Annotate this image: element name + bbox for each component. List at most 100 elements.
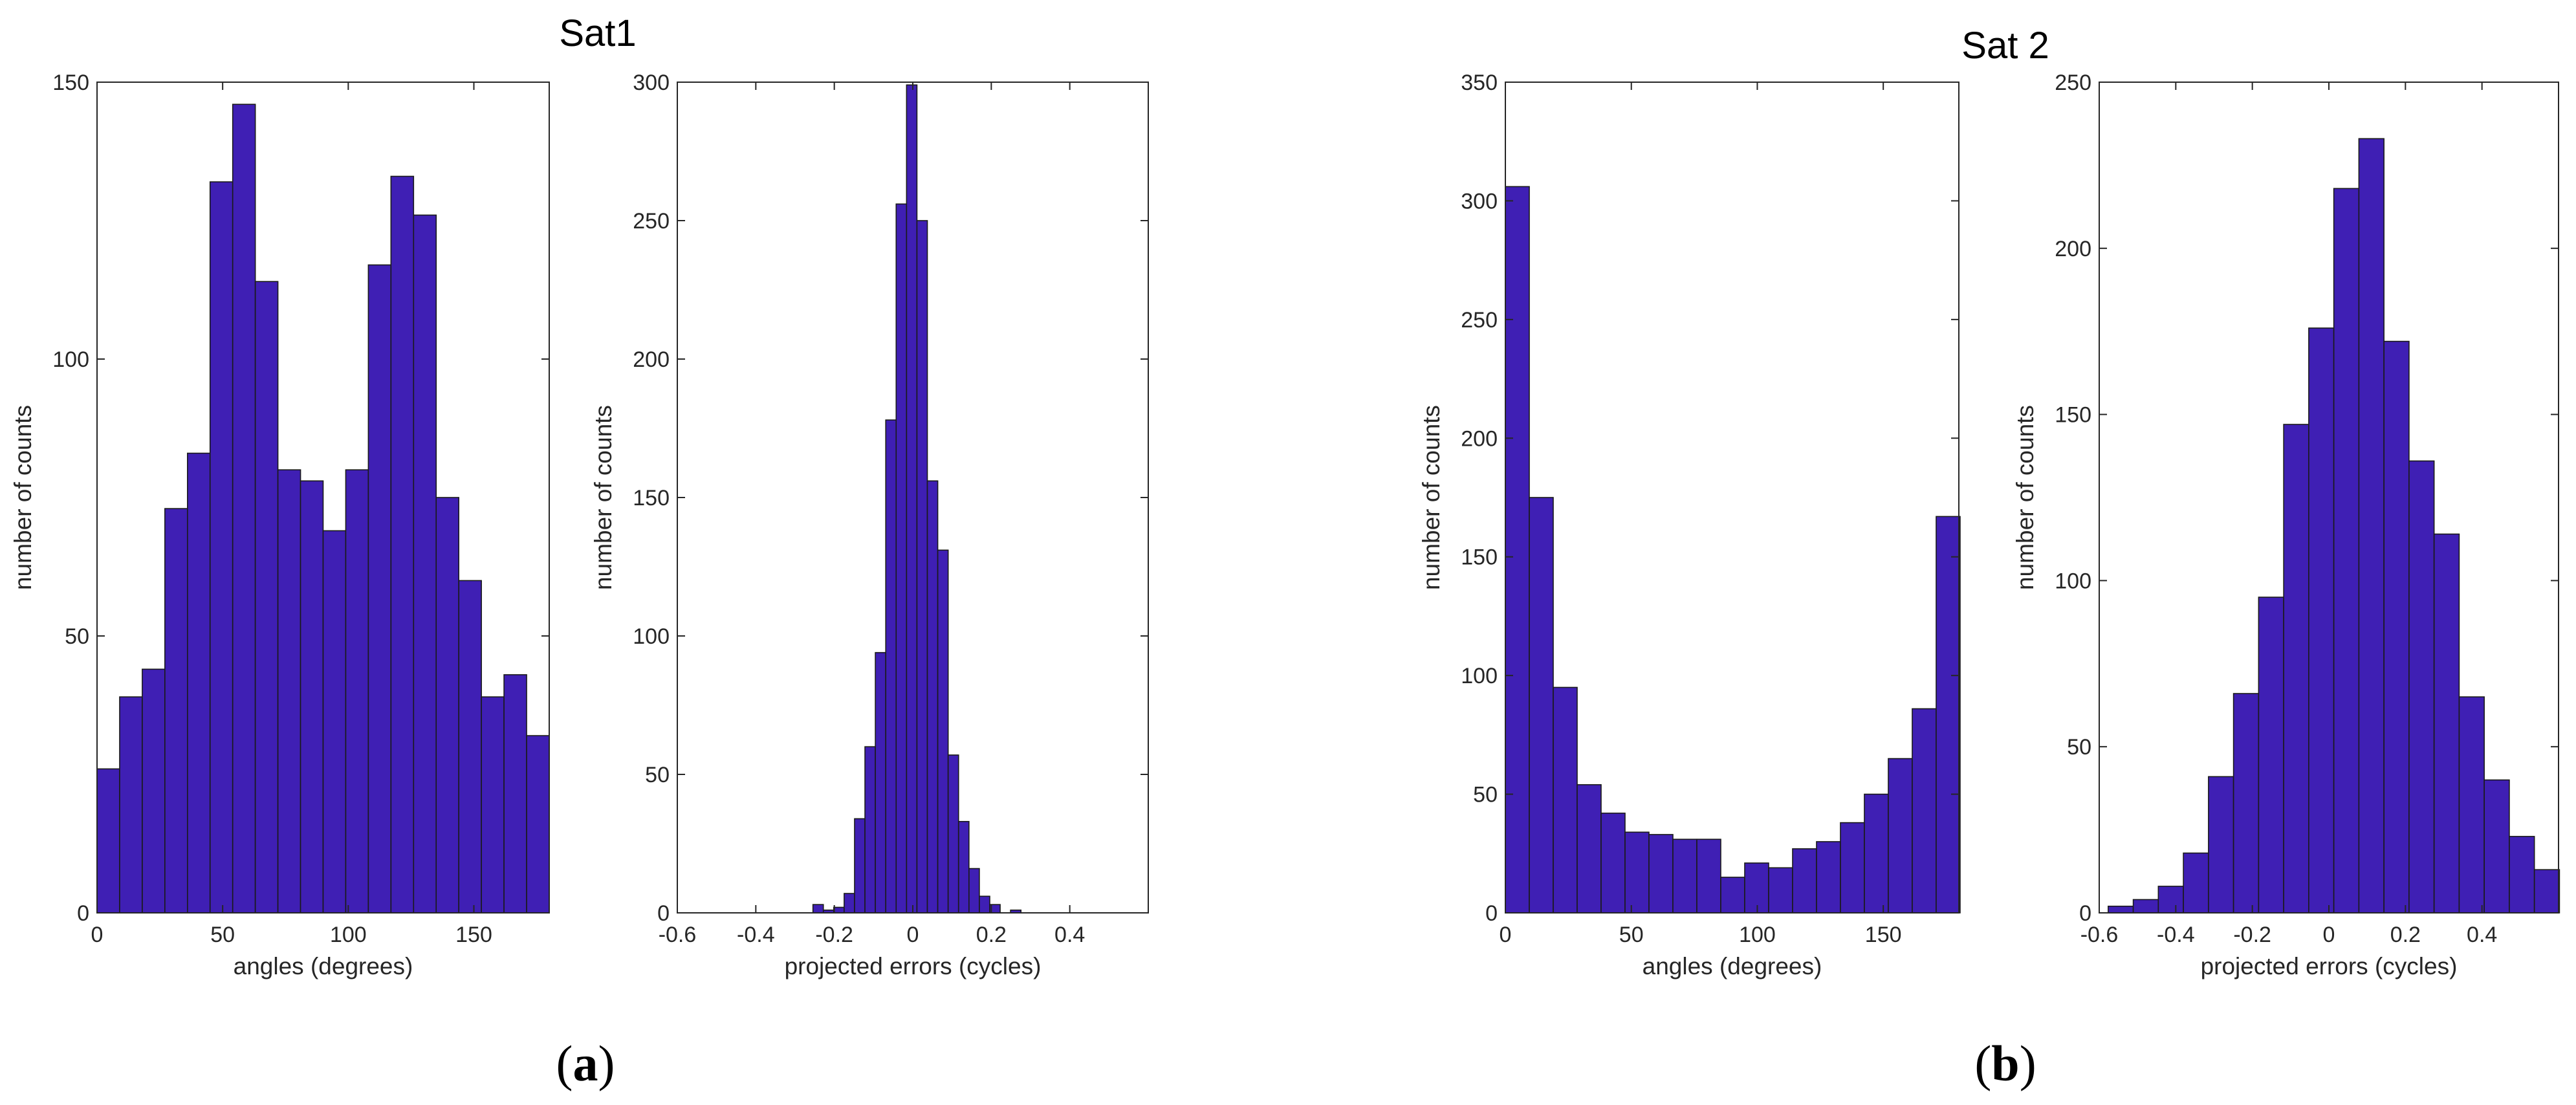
histogram-bar	[2433, 533, 2460, 914]
x-tick-label: -0.2	[2233, 923, 2271, 947]
y-axis-label: number of counts	[10, 405, 36, 590]
histogram-bar	[300, 480, 324, 914]
histogram-bar	[1648, 834, 1674, 914]
y-tick-label: 0	[2079, 901, 2091, 926]
histogram-bar	[1816, 841, 1841, 914]
y-tick-label: 0	[1485, 901, 1498, 926]
x-axis-label: angles (degrees)	[234, 953, 413, 979]
histogram-bar	[1672, 838, 1697, 914]
x-tick-label: 50	[1619, 923, 1644, 947]
x-tick-label: -0.2	[815, 923, 853, 947]
y-tick-label: 300	[1461, 189, 1498, 213]
histogram-bar	[2132, 899, 2159, 914]
y-tick-label: 250	[2055, 71, 2091, 95]
histogram-bar	[119, 696, 143, 914]
histogram-bar	[2358, 138, 2385, 914]
histogram-panels: 0 50 100 150 0 50 100 150 angles (degrees) number…	[10, 71, 2560, 979]
histogram-bar	[1912, 708, 1937, 914]
y-tick-label: 250	[1461, 308, 1498, 333]
histogram-bar	[812, 904, 824, 914]
y-axis-label: number of counts	[2012, 405, 2038, 590]
histogram-bar	[209, 181, 234, 914]
histogram-bar	[864, 746, 876, 914]
x-tick-label: 0.4	[2467, 923, 2497, 947]
y-tick-label: 50	[645, 763, 670, 787]
x-tick-label: 50	[210, 923, 235, 947]
suptitle-sat2: Sat 2	[1961, 25, 2049, 67]
histogram-bar	[979, 895, 990, 914]
histogram-bar	[854, 818, 866, 914]
panel-label-b-letter: b	[1991, 1035, 2019, 1091]
y-tick-label: 0	[657, 901, 670, 926]
y-tick-label: 350	[1461, 71, 1498, 95]
histogram-panel-3: 0 50 100 150 0 50 100 150 200 250 300 350 angles (de…	[1418, 71, 1961, 979]
x-axis-label: angles (degrees)	[1643, 953, 1822, 979]
x-tick-label: 100	[1739, 923, 1776, 947]
x-tick-label: 0.2	[2390, 923, 2421, 947]
y-tick-label: 100	[2055, 569, 2091, 593]
x-tick-label: -0.4	[737, 923, 775, 947]
histogram-bar	[2208, 776, 2234, 914]
histogram-bar	[1553, 686, 1578, 914]
y-tick-label: 200	[633, 347, 670, 372]
histogram-bar	[2157, 886, 2184, 914]
y-tick-label: 200	[1461, 426, 1498, 451]
histogram-bar	[254, 281, 279, 914]
histogram-panel-2: -0.6 -0.4 -0.2 0 0.2 0.4 0 50 100 150 200 250 300 pro…	[590, 71, 1149, 979]
axes-box	[1505, 82, 1959, 914]
panel-label-b-close: )	[2020, 1035, 2036, 1091]
histogram-bar	[2458, 696, 2485, 914]
histogram-bar	[526, 735, 550, 914]
histogram-bar	[875, 651, 887, 914]
histogram-bar	[2258, 596, 2284, 914]
histogram-bar	[2283, 424, 2309, 914]
y-tick-label: 150	[1461, 545, 1498, 570]
x-axis-label: projected errors (cycles)	[785, 953, 1042, 979]
x-tick-label: 0	[1500, 923, 1512, 947]
histogram-bar	[2308, 327, 2335, 914]
histogram-panel-4: -0.6 -0.4 -0.2 0 0.2 0.4 0 50 100 150 200 250 projec…	[2012, 71, 2560, 979]
x-tick-label: 0.4	[1054, 923, 1085, 947]
histogram-bar	[957, 820, 970, 914]
y-tick-label: 0	[77, 901, 89, 926]
histogram-bar	[906, 84, 918, 914]
panel-label-a-letter: a	[573, 1035, 598, 1091]
histogram-bar	[2333, 188, 2360, 914]
y-tick-label: 50	[65, 624, 89, 649]
histogram-bar	[895, 203, 908, 914]
histogram-bar	[367, 264, 392, 914]
histogram-bar	[186, 452, 211, 914]
y-tick-label: 100	[633, 624, 670, 649]
histogram-bar	[322, 530, 347, 914]
x-tick-label: 150	[1865, 923, 1902, 947]
histogram-bar	[413, 214, 437, 914]
histogram-bar	[96, 768, 120, 914]
histogram-bar	[2108, 905, 2134, 914]
histogram-bar	[164, 508, 188, 914]
y-tick-label: 50	[1473, 783, 1498, 807]
histogram-bar	[1840, 822, 1865, 914]
histogram-bar	[1600, 813, 1626, 914]
histogram-bar	[2509, 836, 2535, 914]
histogram-bar	[1792, 848, 1817, 914]
histogram-bar	[1888, 758, 1913, 914]
histogram-bar	[1529, 497, 1554, 914]
y-tick-label: 150	[52, 71, 89, 95]
y-tick-label: 200	[2055, 237, 2091, 261]
histogram-bar	[1936, 516, 1961, 914]
x-tick-label: 0.2	[976, 923, 1007, 947]
y-axis-label: number of counts	[590, 405, 617, 590]
histogram-bar	[1768, 867, 1793, 914]
panel-label-a: (a)	[556, 1035, 615, 1091]
y-axis-label: number of counts	[1418, 405, 1445, 590]
histogram-bar	[481, 696, 505, 914]
y-tick-label: 100	[52, 347, 89, 372]
histogram-bar	[1864, 793, 1889, 914]
histogram-bar	[2232, 693, 2260, 914]
panel-label-b: (b)	[1974, 1035, 2036, 1091]
histogram-bar	[2483, 779, 2510, 914]
histogram-bar	[1577, 784, 1602, 914]
histogram-bar	[2533, 869, 2560, 914]
histogram-bar	[885, 419, 897, 914]
